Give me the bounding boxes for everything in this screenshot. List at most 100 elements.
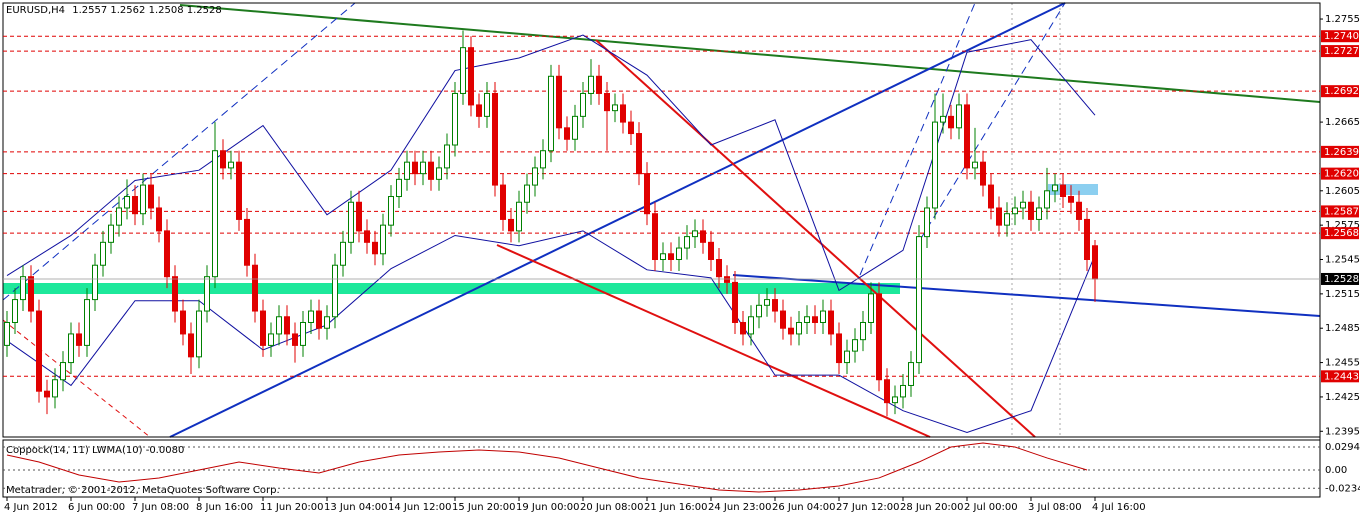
level-box xyxy=(1321,145,1359,158)
candle-body xyxy=(44,390,50,398)
trend-line xyxy=(732,274,1321,317)
candle-body xyxy=(660,253,666,261)
candle-body xyxy=(316,310,322,329)
candle-body xyxy=(172,276,178,312)
candle-body xyxy=(884,379,890,404)
candle-body xyxy=(196,310,202,358)
candle-body xyxy=(500,184,506,220)
x-tick-label: 8 Jun 16:00 xyxy=(196,502,253,513)
current-price-box xyxy=(1321,272,1359,285)
candle-body xyxy=(332,264,338,318)
level-label: 1.2620 xyxy=(1324,169,1359,180)
candle-body xyxy=(908,362,914,386)
band-lower xyxy=(6,230,1096,433)
candle-body xyxy=(396,178,402,198)
candle-body xyxy=(60,362,66,381)
current-price-label: 1.2528 xyxy=(1324,274,1359,285)
candle-body xyxy=(276,316,282,335)
candle-body xyxy=(116,207,122,226)
dashed-line xyxy=(859,2,976,276)
candle-body xyxy=(580,92,586,117)
candle-body xyxy=(1020,201,1026,209)
candle-body xyxy=(764,299,770,306)
x-tick-label: 28 Jun 20:00 xyxy=(900,502,964,513)
drawings xyxy=(2,2,1321,438)
dashed-line xyxy=(2,2,356,301)
x-tick-label: 15 Jun 20:00 xyxy=(452,502,516,513)
candle-body xyxy=(1036,207,1042,220)
candle-body xyxy=(612,104,618,112)
candle-body xyxy=(268,333,274,346)
candle-body xyxy=(1060,184,1066,198)
candle-body xyxy=(20,276,26,301)
indicator-line xyxy=(6,442,1088,493)
candle-body xyxy=(924,207,930,238)
candle-body xyxy=(740,321,746,335)
candle-body xyxy=(564,127,570,140)
candle-body xyxy=(188,333,194,358)
candle-body xyxy=(900,384,906,398)
candle-body xyxy=(348,201,354,243)
candle-body xyxy=(868,293,874,323)
candle-body xyxy=(636,133,642,175)
header-low: 1.2508 xyxy=(149,5,184,16)
candle-body xyxy=(84,299,90,346)
candle-body xyxy=(1052,184,1058,192)
candle-body xyxy=(980,161,986,186)
candle-body xyxy=(76,333,82,346)
y-tick-label: 1.2575 xyxy=(1325,220,1360,231)
candle-body xyxy=(164,230,170,278)
candle-body xyxy=(684,236,690,249)
candle-body xyxy=(132,196,138,215)
candle-body xyxy=(516,201,522,232)
candle-body xyxy=(156,207,162,232)
header-high: 1.2562 xyxy=(110,5,145,16)
candle-body xyxy=(292,333,298,346)
candle-body xyxy=(796,321,802,335)
candle-body xyxy=(244,218,250,266)
candle-body xyxy=(1092,245,1098,280)
level-label: 1.2727 xyxy=(1324,46,1359,57)
candle-body xyxy=(484,92,490,117)
band-upper xyxy=(6,34,1096,292)
candle-body xyxy=(652,213,658,261)
candle-body xyxy=(988,184,994,209)
candle-body xyxy=(92,264,98,301)
candle-body xyxy=(180,310,186,335)
candle-body xyxy=(340,241,346,266)
level-label: 1.2587 xyxy=(1324,206,1359,217)
level-box xyxy=(1321,227,1359,240)
candle-body xyxy=(1076,201,1082,220)
channel-line xyxy=(496,244,931,438)
candle-body xyxy=(836,333,842,364)
y-tick-label: 1.2755 xyxy=(1325,14,1360,25)
candle-body xyxy=(148,184,154,209)
candle-body xyxy=(428,161,434,180)
x-tick-label: 20 Jun 08:00 xyxy=(580,502,644,513)
level-box xyxy=(1321,205,1359,218)
candle-body xyxy=(388,196,394,226)
header-close: 1.2528 xyxy=(187,5,222,16)
zone-small xyxy=(1048,184,1098,195)
candle-body xyxy=(492,92,498,186)
x-tick-label: 24 Jun 23:00 xyxy=(708,502,772,513)
candle-body xyxy=(476,104,482,117)
candle-body xyxy=(932,121,938,209)
candle-body xyxy=(436,167,442,180)
candle-body xyxy=(892,396,898,404)
candle-body xyxy=(644,173,650,215)
candle-body xyxy=(972,161,978,169)
y-tick-label: 1.2665 xyxy=(1325,117,1360,128)
candle-body xyxy=(284,316,290,335)
level-box xyxy=(1321,30,1359,43)
candle-body xyxy=(748,316,754,335)
candle-body xyxy=(620,104,626,123)
candle-body xyxy=(28,276,34,312)
x-tick-label: 14 Jun 12:00 xyxy=(388,502,452,513)
candle-body xyxy=(540,150,546,169)
candle-body xyxy=(876,293,882,381)
candle-body xyxy=(700,230,706,243)
candle-body xyxy=(252,264,258,312)
x-tick-label: 27 Jun 12:00 xyxy=(836,502,900,513)
